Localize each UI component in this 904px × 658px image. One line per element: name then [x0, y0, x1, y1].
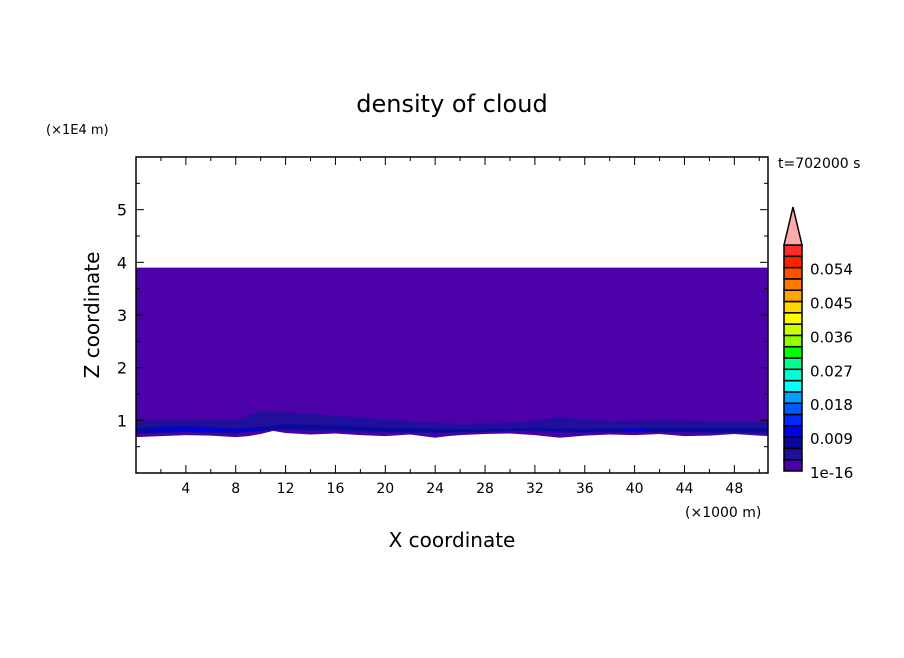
colorbar-label: 0.045	[810, 295, 853, 313]
colorbar-box	[783, 312, 803, 325]
x-tick-label: 4	[181, 481, 190, 497]
x-tick-label: 12	[277, 481, 295, 497]
x-tick-label: 32	[526, 481, 544, 497]
colorbar-box	[783, 379, 803, 393]
colorbar-box	[783, 425, 803, 438]
colorbar-label: 1e-16	[810, 464, 853, 482]
contour-band-level-2	[136, 424, 768, 434]
y-tick-label: 2	[117, 359, 127, 378]
colorbar-box	[783, 357, 803, 371]
colorbar-box	[783, 458, 803, 472]
x-tick-label: 36	[576, 481, 594, 497]
x-tick-label: 20	[376, 481, 394, 497]
colorbar-label: 0.027	[810, 362, 853, 380]
colorbar-box	[783, 255, 803, 269]
colorbar-label: 0.018	[810, 396, 853, 414]
colorbar-box	[783, 368, 803, 382]
colorbar-overflow-triangle	[783, 206, 803, 246]
contour-band-level-3	[622, 428, 648, 432]
x-tick-label: 24	[426, 481, 444, 497]
colorbar-label: 0.054	[810, 261, 853, 279]
x-tick-label: 44	[676, 481, 694, 497]
cloud-region-level-0	[136, 267, 768, 438]
colorbar-box	[783, 391, 803, 404]
colorbar-label: 0.009	[810, 430, 853, 448]
colorbar-box	[783, 266, 803, 280]
y-tick-label: 1	[117, 411, 127, 430]
x-tick-label: 48	[725, 481, 743, 497]
colorbar-box	[783, 300, 803, 314]
y-unit-label: (×1E4 m)	[46, 123, 109, 138]
colorbar-box	[783, 447, 803, 461]
y-tick-label: 3	[117, 306, 127, 325]
colorbar-box	[783, 334, 803, 348]
x-tick-label: 16	[327, 481, 345, 497]
colorbar-box	[783, 402, 803, 416]
contour-band-level-3	[148, 427, 261, 431]
colorbar-box	[783, 413, 803, 427]
colorbar-box	[783, 436, 803, 450]
x-unit-label: (×1000 m)	[685, 505, 761, 521]
colorbar-label: 0.036	[810, 328, 853, 346]
x-tick-label: 8	[231, 481, 240, 497]
x-tick-label: 40	[626, 481, 644, 497]
colorbar-box	[783, 289, 803, 303]
x-axis-label: X coordinate	[389, 528, 516, 552]
colorbar-box	[783, 345, 803, 359]
y-axis-label: Z coordinate	[80, 252, 104, 379]
y-tick-label: 4	[117, 253, 127, 272]
time-label: t=702000 s	[778, 156, 860, 172]
colorbar-box	[783, 278, 803, 291]
colorbar-box	[783, 323, 803, 337]
x-tick-label: 28	[476, 481, 494, 497]
colorbar-box	[783, 244, 803, 258]
chart-title: density of cloud	[356, 90, 547, 118]
y-tick-label: 5	[117, 201, 127, 220]
